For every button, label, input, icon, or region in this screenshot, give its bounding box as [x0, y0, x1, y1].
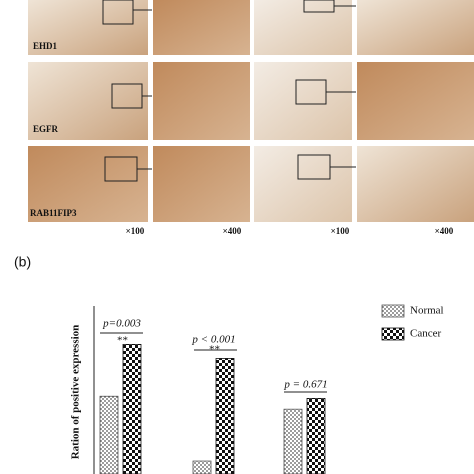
bar — [283, 408, 303, 474]
micrograph — [357, 0, 474, 55]
legend-label: Cancer — [410, 328, 441, 340]
micrograph — [254, 146, 352, 222]
bar — [306, 397, 326, 474]
legend-swatch — [381, 304, 405, 318]
annotation: p = 0.671 — [283, 379, 327, 391]
zoom-boxes — [102, 0, 356, 182]
bar — [122, 343, 142, 474]
magnification: ×100 — [331, 226, 350, 236]
row-label: RAB11FIP3 — [30, 208, 77, 218]
legend-label: Normal — [410, 305, 444, 317]
panel-a: EHD1 EGFR RAB11FIP3 ×100 ×400 ×100 ×400 — [28, 0, 474, 236]
row-label: EGFR — [33, 124, 59, 134]
micrograph — [254, 0, 352, 55]
y-axis-label: Ration of positive expression — [70, 325, 82, 460]
bar — [215, 358, 235, 474]
magnification: ×400 — [435, 226, 454, 236]
legend-swatch — [381, 327, 405, 341]
bar — [192, 460, 212, 474]
micrograph — [153, 62, 250, 140]
annotation: p=0.003 — [102, 318, 141, 330]
row-label: EHD1 — [33, 41, 58, 51]
magnification: ×100 — [126, 226, 145, 236]
annotation: ** — [209, 344, 221, 356]
micrograph — [254, 62, 352, 140]
micrograph — [28, 0, 148, 55]
micrograph — [153, 146, 250, 222]
annotation: p < 0.001 — [191, 334, 235, 346]
micrograph — [28, 146, 148, 222]
micrograph — [153, 0, 250, 55]
magnification: ×400 — [223, 226, 242, 236]
micrograph — [357, 146, 474, 222]
micrograph — [357, 62, 474, 140]
bar — [99, 395, 119, 474]
micrograph — [28, 62, 148, 140]
annotation: ** — [117, 335, 129, 347]
panel-label: (b) — [14, 254, 31, 270]
